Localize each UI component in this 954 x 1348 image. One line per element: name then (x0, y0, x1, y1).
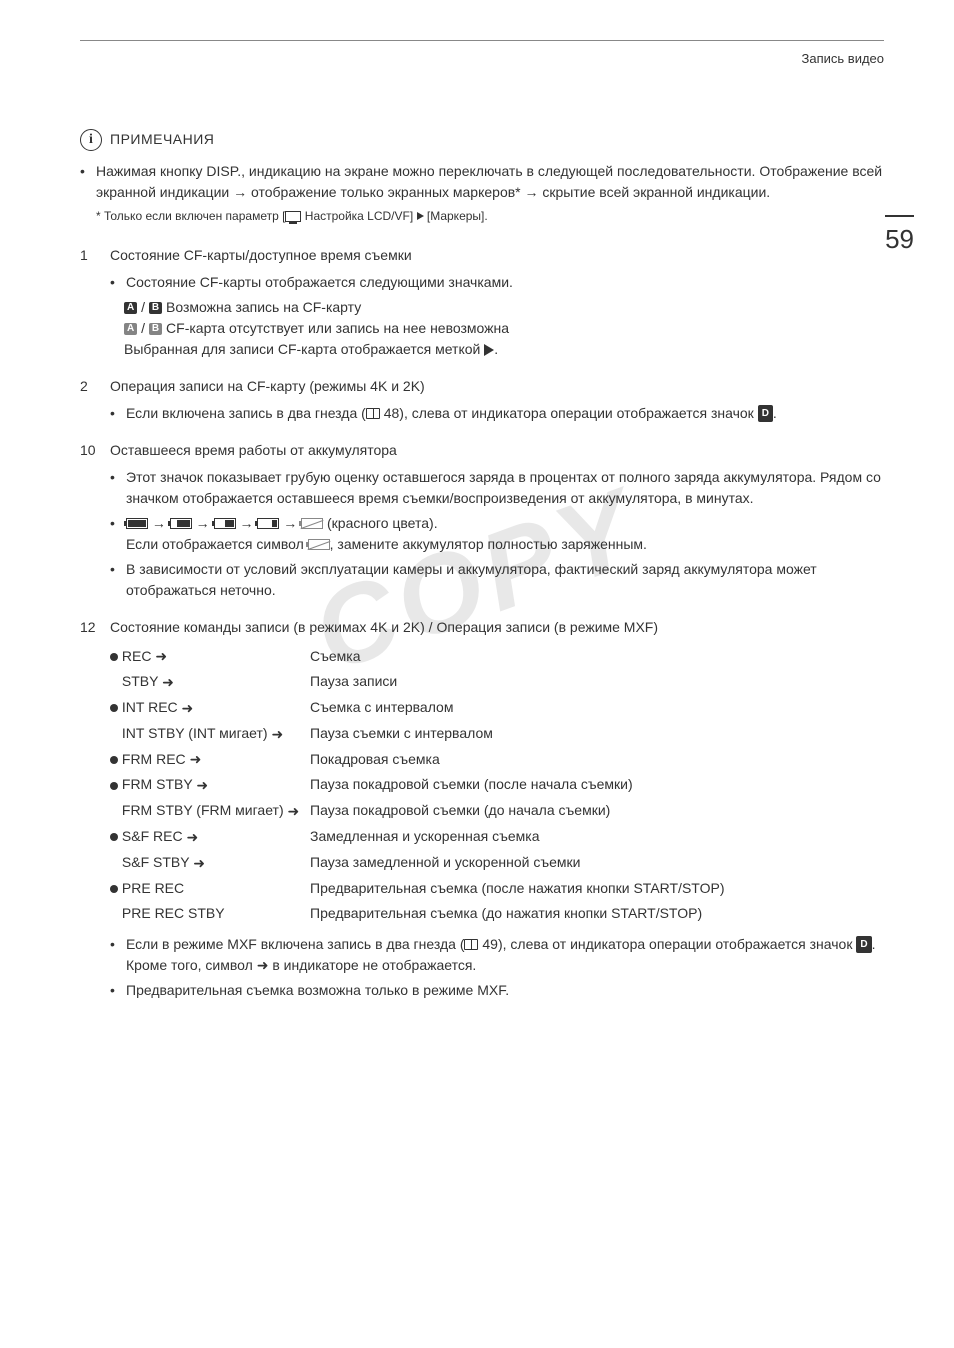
send-arrow-icon: ➜ (257, 955, 269, 976)
battery-75-icon (170, 518, 192, 529)
rec-label: FRM REC ➜ (110, 749, 310, 771)
battery-50-icon (214, 518, 236, 529)
battery-empty-icon (308, 539, 330, 550)
note-footnote: * Только если включен параметр [ Настрой… (80, 207, 884, 225)
rec-desc: Покадровая съемка (310, 749, 884, 770)
send-arrow-icon: ➜ (288, 801, 300, 822)
battery-100-icon (126, 518, 148, 529)
rec-dot-icon (110, 704, 118, 712)
section-title: Состояние CF-карты/доступное время съемк… (110, 245, 412, 266)
section-num: 12 (80, 617, 100, 638)
section-num: 2 (80, 376, 100, 397)
rec-label: PRE REC STBY (110, 903, 310, 924)
rec-row: INT STBY (INT мигает) ➜Пауза съемки с ин… (110, 723, 884, 745)
card-b-icon: B (149, 302, 162, 314)
section-title: Операция записи на CF-карту (режимы 4K и… (110, 376, 425, 397)
rec-dot-icon (110, 833, 118, 841)
rec-label: PRE REC (110, 878, 310, 899)
rec-desc: Пауза съемки с интервалом (310, 723, 884, 744)
rec-row: S&F REC ➜Замедленная и ускоренная съемка (110, 826, 884, 848)
play-marker-icon (484, 344, 494, 356)
notes-list: Нажимая кнопку DISP., индикацию на экран… (80, 161, 884, 203)
list-item: Этот значок показывает грубую оценку ост… (110, 467, 884, 509)
battery-empty-icon (301, 518, 323, 529)
rec-label: INT REC ➜ (110, 697, 310, 719)
rec-label: STBY ➜ (110, 671, 310, 693)
page-number: 59 (885, 215, 914, 259)
rec-label: INT STBY (INT мигает) ➜ (110, 723, 310, 745)
info-icon: i (80, 129, 102, 151)
rec-desc: Съемка с интервалом (310, 697, 884, 718)
list-item: Если в режиме MXF включена запись в два … (110, 934, 884, 977)
list-item: → → → → (красного цвета). Если отображае… (110, 513, 884, 555)
rec-label: FRM STBY (FRM мигает) ➜ (110, 800, 310, 822)
rec-desc: Предварительная съемка (после нажатия кн… (310, 878, 884, 899)
list-item: Предварительная съемка возможна только в… (110, 980, 884, 1001)
rec-desc: Пауза покадровой съемки (до начала съемк… (310, 800, 884, 821)
rec-row: FRM REC ➜Покадровая съемка (110, 749, 884, 771)
card-a-icon: A (124, 302, 137, 314)
rec-row: S&F STBY ➜Пауза замедленной и ускоренной… (110, 852, 884, 874)
sub-line: A / B CF-карта отсутствует или запись на… (110, 318, 884, 339)
header-rule (80, 40, 884, 41)
section-title: Состояние команды записи (в режимах 4K и… (110, 617, 658, 638)
section-num: 10 (80, 440, 100, 461)
rec-row: PRE REC STBYПредварительная съемка (до н… (110, 903, 884, 924)
rec-label: S&F REC ➜ (110, 826, 310, 848)
send-arrow-icon: ➜ (155, 646, 167, 667)
section-1: 1 Состояние CF-карты/доступное время съе… (80, 245, 884, 360)
sub-line: Выбранная для записи CF-карта отображает… (110, 339, 884, 360)
battery-25-icon (257, 518, 279, 529)
list-item: В зависимости от условий эксплуатации ка… (110, 559, 884, 601)
send-arrow-icon: ➜ (193, 853, 205, 874)
rec-row: STBY ➜Пауза записи (110, 671, 884, 693)
section-12: 12 Состояние команды записи (в режимах 4… (80, 617, 884, 1002)
breadcrumb: Запись видео (80, 49, 884, 69)
rec-desc: Замедленная и ускоренная съемка (310, 826, 884, 847)
manual-ref-icon (366, 408, 380, 419)
rec-row: INT REC ➜Съемка с интервалом (110, 697, 884, 719)
list-item: Если включена запись в два гнезда ( 48),… (110, 403, 884, 424)
send-arrow-icon: ➜ (182, 698, 194, 719)
rec-table: REC ➜Съемка STBY ➜Пауза записи INT REC ➜… (110, 646, 884, 924)
section-num: 1 (80, 245, 100, 266)
rec-desc: Съемка (310, 646, 884, 667)
rec-desc: Предварительная съемка (до нажатия кнопк… (310, 903, 884, 924)
rec-desc: Пауза покадровой съемки (после начала съ… (310, 774, 884, 795)
rec-row: FRM STBY ➜Пауза покадровой съемки (после… (110, 774, 884, 796)
send-arrow-icon: ➜ (196, 775, 208, 796)
notes-header: i ПРИМЕЧАНИЯ (80, 129, 884, 151)
rec-label: S&F STBY ➜ (110, 852, 310, 874)
rec-row: REC ➜Съемка (110, 646, 884, 668)
send-arrow-icon: ➜ (190, 749, 202, 770)
menu-arrow-icon (417, 212, 424, 220)
card-a-off-icon: A (124, 323, 137, 335)
sub-line: A / B Возможна запись на CF-карту (110, 297, 884, 318)
rec-dot-icon (110, 782, 118, 790)
card-b-off-icon: B (149, 323, 162, 335)
rec-dot-icon (110, 756, 118, 764)
screen-icon (285, 211, 301, 222)
section-2: 2 Операция записи на CF-карту (режимы 4K… (80, 376, 884, 424)
notes-title: ПРИМЕЧАНИЯ (110, 129, 214, 150)
note-item: Нажимая кнопку DISP., индикацию на экран… (80, 161, 884, 203)
rec-row: PRE RECПредварительная съемка (после наж… (110, 878, 884, 899)
rec-desc: Пауза замедленной и ускоренной съемки (310, 852, 884, 873)
rec-dot-icon (110, 885, 118, 893)
d-icon: D (856, 936, 871, 953)
d-icon: D (758, 405, 773, 422)
send-arrow-icon: ➜ (271, 724, 283, 745)
list-item: Состояние CF-карты отображается следующи… (110, 272, 884, 293)
send-arrow-icon: ➜ (186, 827, 198, 848)
rec-row: FRM STBY (FRM мигает) ➜Пауза покадровой … (110, 800, 884, 822)
send-arrow-icon: ➜ (162, 672, 174, 693)
rec-label: FRM STBY ➜ (110, 774, 310, 796)
rec-dot-icon (110, 653, 118, 661)
rec-label: REC ➜ (110, 646, 310, 668)
section-10: 10 Оставшееся время работы от аккумулято… (80, 440, 884, 601)
manual-ref-icon (464, 939, 478, 950)
rec-desc: Пауза записи (310, 671, 884, 692)
section-title: Оставшееся время работы от аккумулятора (110, 440, 397, 461)
